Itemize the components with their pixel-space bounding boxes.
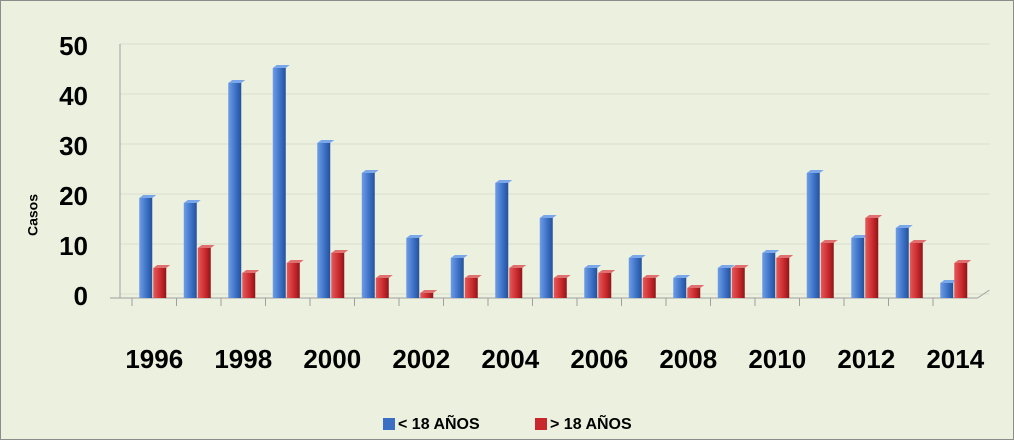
bar (940, 283, 954, 298)
bar (242, 273, 256, 298)
y-tick-label: 50 (59, 31, 88, 61)
bar (272, 68, 286, 298)
x-tick-label: 1996 (125, 344, 183, 374)
bar-top (317, 140, 335, 143)
bar (673, 278, 687, 298)
bar-top (450, 255, 468, 258)
bar-top (687, 285, 705, 288)
bar (406, 238, 420, 298)
bar-top (197, 245, 215, 248)
bar (553, 278, 567, 298)
bar-top (940, 280, 958, 283)
bar (420, 293, 434, 298)
bar (762, 253, 776, 298)
bar-top (495, 180, 513, 183)
bar-top (183, 200, 201, 203)
bar-top (776, 255, 794, 258)
legend-swatch (535, 418, 547, 430)
legend-label: < 18 AÑOS (398, 413, 480, 433)
bar (954, 263, 968, 298)
bar-top (420, 290, 438, 293)
y-tick-label: 30 (59, 131, 88, 161)
bar-top (954, 260, 972, 263)
bar (361, 173, 375, 298)
bar-top (139, 195, 157, 198)
bar (509, 268, 523, 298)
bar-top (464, 275, 482, 278)
bar-top (331, 250, 349, 253)
bar (776, 258, 790, 298)
bar-top (375, 275, 393, 278)
x-tick-label: 2014 (926, 344, 984, 374)
x-tick-label: 2008 (659, 344, 717, 374)
bar-top (598, 270, 616, 273)
bar-top (895, 225, 913, 228)
bar-top (865, 215, 883, 218)
y-tick-label: 0 (74, 281, 88, 311)
bar-top (909, 240, 927, 243)
bar (687, 288, 701, 298)
bar (539, 218, 553, 298)
x-tick-label: 2010 (748, 344, 806, 374)
bar-top (673, 275, 691, 278)
legend-label: > 18 AÑOS (550, 413, 632, 433)
bar-top (406, 235, 424, 238)
bar-top (731, 265, 749, 268)
bar-top (762, 250, 780, 253)
y-axis-label: Casos (25, 194, 41, 236)
bar (286, 263, 300, 298)
bar-top (272, 65, 290, 68)
bar (717, 268, 731, 298)
bar (450, 258, 464, 298)
bar (865, 218, 879, 298)
bar-top (553, 275, 571, 278)
bar-top (642, 275, 660, 278)
bar (731, 268, 745, 298)
bar-top (286, 260, 304, 263)
bar (642, 278, 656, 298)
bar (628, 258, 642, 298)
bar-top (584, 265, 602, 268)
bar-top (628, 255, 646, 258)
bar (464, 278, 478, 298)
bar (820, 243, 834, 298)
bar-top (361, 170, 379, 173)
bar (909, 243, 923, 298)
y-tick-label: 10 (59, 231, 88, 261)
x-tick-label: 1998 (214, 344, 272, 374)
bar (895, 228, 909, 298)
x-tick-label: 2006 (570, 344, 628, 374)
bar-top (242, 270, 260, 273)
bar-top (820, 240, 838, 243)
bar (317, 143, 331, 298)
x-tick-label: 2004 (481, 344, 539, 374)
bar (495, 183, 509, 298)
bar (598, 273, 612, 298)
bar (153, 268, 167, 298)
bar-top (228, 80, 246, 83)
x-tick-label: 2000 (303, 344, 361, 374)
bar (139, 198, 153, 298)
bar-top (806, 170, 824, 173)
y-tick-label: 40 (59, 81, 88, 111)
bar (183, 203, 197, 298)
bar (375, 278, 389, 298)
legend-swatch (383, 418, 395, 430)
x-tick-label: 2002 (392, 344, 450, 374)
bar (806, 173, 820, 298)
bar (197, 248, 211, 298)
bar (331, 253, 345, 298)
bar-top (539, 215, 557, 218)
bar-top (851, 235, 869, 238)
bar (584, 268, 598, 298)
bar-top (509, 265, 527, 268)
bar (851, 238, 865, 298)
bar-top (153, 265, 171, 268)
x-tick-label: 2012 (837, 344, 895, 374)
bar-top (717, 265, 735, 268)
y-tick-label: 20 (59, 181, 88, 211)
bar (228, 83, 242, 298)
